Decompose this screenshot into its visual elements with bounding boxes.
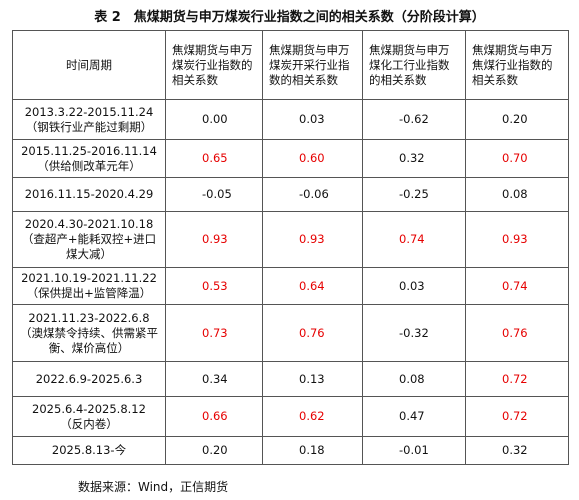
value-cell: 0.66 <box>165 396 263 437</box>
period-cell: 2025.6.4-2025.8.12 （反内卷） <box>12 396 166 437</box>
period-range: 2025.6.4-2025.8.12 <box>32 401 146 416</box>
table-row: 2021.10.19-2021.11.22 （保供提出+监管降温） 0.53 0.64… <box>12 267 569 305</box>
period-range: 2021.11.23-2022.6.8 <box>28 310 150 325</box>
period-range: 2021.10.19-2021.11.22 <box>21 271 157 285</box>
value-cell: 0.72 <box>465 361 569 397</box>
period-cell: 2020.4.30-2021.10.18 （查超产+能耗双控+进口煤大减） <box>12 211 166 268</box>
value-cell: 0.93 <box>262 211 363 268</box>
header-cell: 时间周期 <box>12 30 166 100</box>
source-note: 数据来源：Wind，正信期货 <box>78 480 229 494</box>
period-range: 2025.8.13-今 <box>51 443 127 457</box>
value-cell: 0.13 <box>262 361 363 397</box>
table-row: 2020.4.30-2021.10.18 （查超产+能耗双控+进口煤大减） 0.93… <box>12 211 569 268</box>
table-row: 2025.8.13-今 0.20 0.18 -0.01 0.32 <box>12 436 569 465</box>
value-cell: -0.05 <box>165 177 263 212</box>
value-cell: 0.74 <box>465 267 569 305</box>
period-cell: 2015.11.25-2016.11.14 （供给侧改革元年） <box>12 139 166 178</box>
header-cell: 焦煤期货与申万煤炭开采行业指数的相关系数 <box>262 30 363 100</box>
value-cell: 0.70 <box>465 139 569 178</box>
table-title: 表 2 焦煤期货与申万煤炭行业指数之间的相关系数（分阶段计算） <box>94 10 485 25</box>
period-cell: 2016.11.15-2020.4.29 <box>12 177 166 212</box>
value-cell: 0.72 <box>465 396 569 437</box>
value-cell: 0.08 <box>362 361 466 397</box>
value-cell: 0.08 <box>465 177 569 212</box>
period-cell: 2025.8.13-今 <box>12 436 166 465</box>
table-row: 2016.11.15-2020.4.29 -0.05 -0.06 -0.25 0.08 <box>12 177 569 212</box>
period-cell: 2022.6.9-2025.6.3 <box>12 361 166 397</box>
value-cell: 0.65 <box>165 139 263 178</box>
period-note: （反内卷） <box>60 416 118 431</box>
period-range: 2022.6.9-2025.6.3 <box>35 371 143 386</box>
period-note: （保供提出+监管降温） <box>26 286 152 300</box>
value-cell: 0.93 <box>165 211 263 268</box>
period-range: 2015.11.25-2016.11.14 <box>21 143 157 158</box>
value-cell: 0.76 <box>465 304 569 362</box>
header-cell: 焦煤期货与申万煤炭行业指数的相关系数 <box>165 30 263 100</box>
correlation-table: 时间周期 焦煤期货与申万煤炭行业指数的相关系数 焦煤期货与申万煤炭开采行业指数的相关… <box>12 30 569 465</box>
period-note: （澳煤禁令持续、供需紧平衡、煤价高位） <box>20 325 158 355</box>
table-row: 2025.6.4-2025.8.12 （反内卷） 0.66 0.62 0.47 0.72 <box>12 396 569 437</box>
table-row: 2013.3.22-2015.11.24 （钢铁行业产能过剩期） 0.00 0.03-… <box>12 99 569 140</box>
header-row: 时间周期 焦煤期货与申万煤炭行业指数的相关系数 焦煤期货与申万煤炭开采行业指数的相关… <box>12 30 569 100</box>
period-range: 2016.11.15-2020.4.29 <box>24 187 154 201</box>
value-cell: 0.74 <box>362 211 466 268</box>
value-cell: 0.47 <box>362 396 466 437</box>
table-row: 2022.6.9-2025.6.3 0.34 0.13 0.08 0.72 <box>12 361 569 397</box>
value-cell: 0.93 <box>465 211 569 268</box>
period-cell: 2013.3.22-2015.11.24 （钢铁行业产能过剩期） <box>12 99 166 140</box>
value-cell: -0.62 <box>362 99 466 140</box>
period-range: 2013.3.22-2015.11.24 <box>24 104 154 119</box>
value-cell: 0.34 <box>165 361 263 397</box>
value-cell: 0.32 <box>465 436 569 465</box>
value-cell: -0.01 <box>362 436 466 465</box>
value-cell: 0.60 <box>262 139 363 178</box>
period-note: （钢铁行业产能过剩期） <box>25 119 153 134</box>
period-note: （供给侧改革元年） <box>37 158 141 173</box>
value-cell: 0.20 <box>465 99 569 140</box>
value-cell: 0.32 <box>362 139 466 178</box>
table-row: 2021.11.23-2022.6.8 （澳煤禁令持续、供需紧平衡、煤价高位） 0.… <box>12 304 569 362</box>
period-note: （查超产+能耗双控+进口煤大减） <box>21 232 157 261</box>
table-body: 2013.3.22-2015.11.24 （钢铁行业产能过剩期） 0.00 0.03-… <box>12 99 569 465</box>
value-cell: 0.03 <box>362 267 466 305</box>
value-cell: 0.73 <box>165 304 263 362</box>
value-cell: 0.76 <box>262 304 363 362</box>
period-range: 2020.4.30-2021.10.18 <box>24 217 154 231</box>
period-cell: 2021.10.19-2021.11.22 （保供提出+监管降温） <box>12 267 166 305</box>
value-cell: 0.18 <box>262 436 363 465</box>
period-cell: 2021.11.23-2022.6.8 （澳煤禁令持续、供需紧平衡、煤价高位） <box>12 304 166 362</box>
value-cell: -0.32 <box>362 304 466 362</box>
value-cell: 0.00 <box>165 99 263 140</box>
value-cell: 0.20 <box>165 436 263 465</box>
value-cell: 0.53 <box>165 267 263 305</box>
value-cell: 0.62 <box>262 396 363 437</box>
value-cell: -0.25 <box>362 177 466 212</box>
value-cell: -0.06 <box>262 177 363 212</box>
header-cell: 焦煤期货与申万焦煤行业指数的相关系数 <box>465 30 569 100</box>
value-cell: 0.03 <box>262 99 363 140</box>
value-cell: 0.64 <box>262 267 363 305</box>
header-cell: 焦煤期货与申万煤化工行业指数的相关系数 <box>362 30 466 100</box>
table-row: 2015.11.25-2016.11.14 （供给侧改革元年） 0.65 0.60 0.… <box>12 139 569 178</box>
